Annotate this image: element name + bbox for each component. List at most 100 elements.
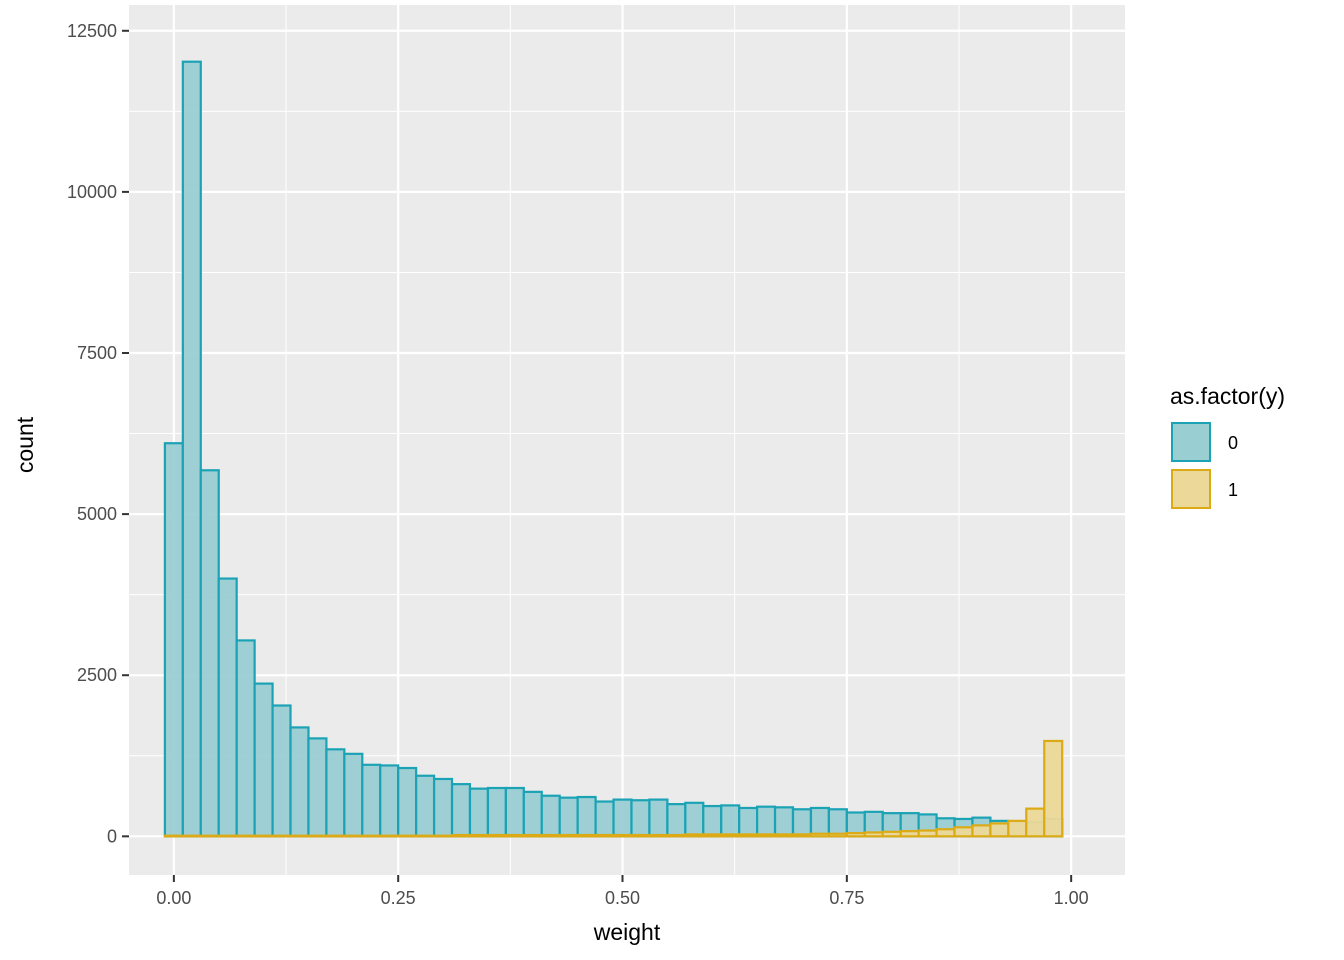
bar-series-1-bin-20 [522, 833, 543, 838]
bar-series-1-bin-11 [361, 834, 382, 838]
bar-series-1-bin-3 [217, 834, 238, 838]
bar-series-0-bin-27 [648, 798, 669, 838]
bar-series-0-bin-11 [361, 763, 382, 838]
y-tick-label: 5000 [77, 504, 117, 524]
bar-series-1-bin-37 [827, 832, 848, 838]
bar-series-0-bin-36 [809, 806, 830, 838]
bar-series-1-bin-8 [307, 834, 328, 838]
bar-series-0-bin-18 [486, 786, 507, 838]
x-tick-label: 0.25 [381, 888, 416, 908]
bar-series-1-bin-0 [163, 834, 184, 838]
bar-series-1-bin-6 [271, 834, 292, 838]
x-axis: 0.00 0.25 0.50 0.75 1.00 [156, 875, 1089, 908]
bar-series-1-bin-29 [684, 833, 705, 838]
bar-series-0-bin-21 [540, 794, 561, 838]
legend: as.factor(y) 0 1 [1170, 383, 1285, 509]
series-1-bars [163, 739, 1064, 838]
bar-series-0-bin-0 [163, 442, 184, 838]
bar-series-0-bin-24 [594, 800, 615, 838]
legend-swatch-1 [1171, 469, 1211, 509]
bar-series-0-bin-20 [522, 790, 543, 838]
bar-series-0-bin-31 [720, 804, 741, 838]
x-tick-label: 0.00 [156, 888, 191, 908]
minor-gridlines [129, 5, 1125, 875]
y-axis: 0 2500 5000 7500 10000 12500 [67, 21, 129, 846]
bar-series-1-bin-30 [702, 833, 723, 838]
bar-series-0-bin-1 [181, 60, 202, 838]
y-tick-label: 0 [107, 826, 117, 846]
bar-series-0-bin-16 [450, 783, 472, 838]
bar-series-1-bin-23 [576, 833, 597, 838]
bar-series-0-bin-15 [432, 777, 454, 838]
bar-series-1-bin-17 [468, 833, 490, 838]
bar-series-1-bin-41 [899, 830, 920, 838]
bar-series-0-bin-23 [576, 795, 597, 838]
bar-series-1-bin-5 [253, 834, 274, 838]
bar-series-0-bin-6 [271, 704, 292, 838]
bar-series-1-bin-18 [486, 833, 507, 838]
bar-series-1-bin-43 [935, 828, 956, 838]
bar-series-0-bin-37 [827, 808, 848, 838]
bar-series-1-bin-12 [379, 834, 400, 838]
bar-series-1-bin-25 [612, 833, 633, 838]
x-tick-label: 1.00 [1054, 888, 1089, 908]
bar-series-0-bin-4 [235, 639, 256, 838]
bar-series-1-bin-48 [1025, 807, 1046, 838]
bar-series-1-bin-21 [540, 833, 561, 838]
bar-series-1-bin-22 [558, 833, 579, 838]
bar-series-0-bin-13 [397, 766, 418, 838]
bar-series-0-bin-22 [558, 796, 579, 838]
bar-series-0-bin-2 [199, 469, 220, 838]
y-tick-label: 7500 [77, 343, 117, 363]
bar-series-1-bin-16 [450, 833, 472, 838]
bar-series-1-bin-27 [648, 833, 669, 838]
bar-series-1-bin-1 [181, 834, 202, 838]
bar-series-0-bin-10 [343, 752, 364, 838]
bar-series-1-bin-26 [630, 833, 651, 838]
bar-series-0-bin-12 [379, 764, 400, 838]
bar-series-1-bin-46 [989, 822, 1010, 838]
bar-series-0-bin-25 [612, 798, 633, 838]
bar-series-1-bin-14 [415, 834, 436, 838]
legend-swatch-0 [1171, 422, 1211, 462]
bar-series-0-bin-33 [756, 805, 777, 838]
y-tick-label: 2500 [77, 665, 117, 685]
legend-label-0: 0 [1228, 433, 1238, 453]
bar-series-1-bin-38 [845, 832, 866, 838]
bar-series-1-bin-40 [881, 830, 902, 838]
bar-series-1-bin-33 [756, 833, 777, 838]
bar-series-1-bin-15 [432, 834, 454, 838]
bar-series-1-bin-32 [738, 833, 759, 838]
bar-series-0-bin-30 [702, 804, 723, 838]
x-axis-title: weight [593, 919, 661, 945]
bar-series-1-bin-42 [917, 829, 938, 838]
bar-series-1-bin-44 [953, 826, 974, 838]
y-tick-label: 12500 [67, 21, 117, 41]
bar-series-1-bin-34 [773, 833, 795, 838]
legend-title: as.factor(y) [1170, 383, 1285, 409]
bar-series-0-bin-29 [684, 801, 705, 838]
bar-series-0-bin-7 [289, 726, 310, 838]
bar-series-1-bin-45 [971, 824, 992, 838]
bar-series-0-bin-28 [666, 803, 687, 838]
bar-series-0-bin-19 [504, 786, 525, 838]
bar-series-0-bin-34 [773, 806, 795, 838]
bar-series-0-bin-17 [468, 787, 490, 838]
bar-series-0-bin-9 [325, 748, 346, 838]
bar-series-1-bin-35 [791, 833, 813, 838]
bar-series-1-bin-49 [1043, 739, 1064, 838]
bar-series-1-bin-39 [863, 831, 884, 838]
bar-series-0-bin-32 [738, 806, 759, 838]
bar-series-1-bin-10 [343, 834, 364, 838]
bar-series-1-bin-19 [504, 833, 525, 838]
bar-series-1-bin-2 [199, 834, 220, 838]
bar-series-0-bin-3 [217, 577, 238, 838]
y-tick-label: 10000 [67, 182, 117, 202]
legend-label-1: 1 [1228, 480, 1238, 500]
bar-series-0-bin-14 [415, 774, 436, 838]
bar-series-1-bin-4 [235, 834, 256, 838]
bar-series-0-bin-8 [307, 737, 328, 838]
x-tick-label: 0.75 [829, 888, 864, 908]
bar-series-0-bin-5 [253, 682, 274, 838]
